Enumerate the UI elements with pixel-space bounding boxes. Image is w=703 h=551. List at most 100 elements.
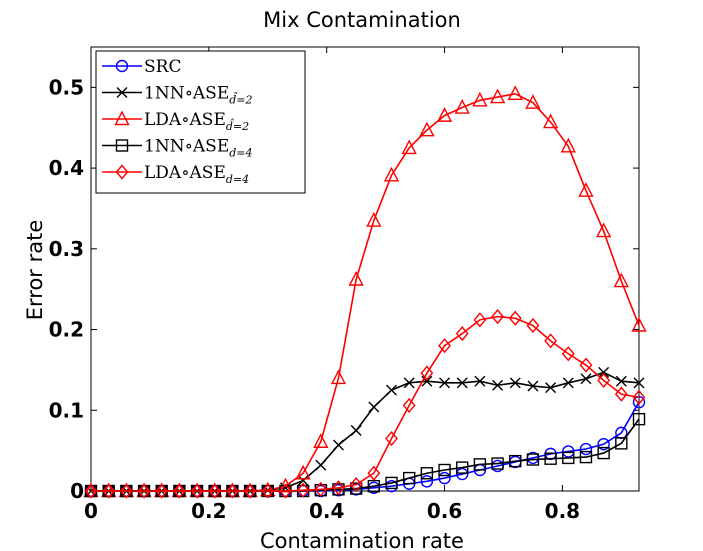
x-tick-label: 0 xyxy=(84,499,98,523)
x-axis-label: Contamination rate xyxy=(260,529,464,551)
data-point xyxy=(243,483,257,499)
data-point xyxy=(472,91,488,107)
data-point xyxy=(631,316,647,332)
data-point xyxy=(401,139,417,155)
data-point xyxy=(367,465,381,481)
data-point xyxy=(313,433,329,448)
data-point xyxy=(509,454,522,468)
legend-label: 1NN∘ASEd=4 xyxy=(144,137,253,160)
data-point xyxy=(403,377,415,389)
legend-item: 1NN∘ASEd=4 xyxy=(102,137,253,160)
data-point xyxy=(579,442,593,456)
data-point xyxy=(368,401,380,413)
data-point xyxy=(525,94,541,109)
data-point xyxy=(172,483,186,499)
legend: SRC 1NN∘ASEd̂=2 LDA∘ASEd̂=2 1NN∘ASEd=4 LDA∘A… xyxy=(95,50,306,194)
data-point xyxy=(383,166,400,182)
data-point xyxy=(366,212,382,227)
data-point xyxy=(420,467,434,480)
data-point xyxy=(349,476,363,493)
data-point xyxy=(102,483,116,499)
data-point xyxy=(420,475,434,488)
data-point xyxy=(436,107,453,122)
data-point xyxy=(155,483,169,499)
x-tick-label: 0.4 xyxy=(309,499,344,523)
data-point xyxy=(261,483,275,499)
data-point xyxy=(595,222,612,238)
data-point xyxy=(190,483,204,499)
data-point xyxy=(119,483,133,499)
data-point xyxy=(438,338,451,354)
data-point xyxy=(542,113,559,129)
series-group xyxy=(83,85,647,499)
data-point xyxy=(438,471,451,485)
data-point xyxy=(279,483,292,499)
data-point xyxy=(315,459,327,471)
data-point xyxy=(507,85,523,101)
chart-title: Mix Contamination xyxy=(263,8,461,32)
data-point xyxy=(597,446,610,460)
series-4 xyxy=(84,309,646,499)
data-point xyxy=(473,458,487,471)
data-point xyxy=(226,483,239,499)
data-point xyxy=(491,457,504,470)
data-point xyxy=(330,369,347,385)
data-point xyxy=(545,382,557,394)
data-point xyxy=(260,481,276,497)
data-point xyxy=(562,377,574,389)
data-point xyxy=(456,461,469,474)
data-point xyxy=(632,389,646,405)
legend-marker xyxy=(115,139,129,152)
data-point xyxy=(597,437,610,451)
data-point xyxy=(632,412,646,426)
data-point xyxy=(579,450,593,464)
legend-item: 1NN∘ASEd̂=2 xyxy=(102,84,253,107)
data-point xyxy=(561,346,575,362)
data-point xyxy=(613,272,629,288)
data-point xyxy=(455,325,469,342)
data-point xyxy=(560,137,576,153)
axis-ticks: 0 0.2 0.4 0.6 0.8 0 0.1 0.2 0.3 0.4 0.5 xyxy=(49,47,639,523)
data-point xyxy=(385,430,398,447)
data-point xyxy=(349,482,363,495)
legend-item: LDA∘ASEd̂=2 xyxy=(102,110,249,133)
data-point xyxy=(438,463,451,477)
legend-label: LDA∘ASEd̂=2 xyxy=(144,110,249,133)
data-point xyxy=(578,182,594,197)
legend-label: LDA∘ASEd=4 xyxy=(144,163,249,186)
y-tick-label: 0.3 xyxy=(49,237,84,261)
data-point xyxy=(489,88,506,104)
legend-box xyxy=(95,50,306,194)
legend-marker xyxy=(115,59,129,73)
data-point xyxy=(473,312,487,328)
data-point xyxy=(402,397,416,414)
data-point xyxy=(456,467,469,481)
data-point xyxy=(615,437,628,450)
data-point xyxy=(314,481,328,497)
data-point xyxy=(332,439,344,451)
data-point xyxy=(491,309,504,325)
legend-marker xyxy=(115,164,129,180)
data-point xyxy=(633,377,645,389)
data-point xyxy=(420,365,434,381)
data-point xyxy=(456,377,468,389)
data-point xyxy=(562,445,575,458)
y-tick-label: 0.5 xyxy=(49,75,84,99)
y-tick-label: 0.2 xyxy=(49,318,84,342)
legend-item: LDA∘ASEd=4 xyxy=(102,163,249,186)
data-point xyxy=(386,384,398,396)
data-point xyxy=(509,377,521,389)
legend-label: SRC xyxy=(144,57,181,77)
data-point xyxy=(297,475,309,486)
data-point xyxy=(385,476,398,490)
y-axis-label: Error rate xyxy=(23,220,47,321)
data-point xyxy=(296,482,310,498)
data-point xyxy=(474,375,486,387)
legend-marker xyxy=(114,110,130,126)
data-point xyxy=(526,317,540,334)
legend-marker xyxy=(116,87,128,98)
y-tick-label: 0.1 xyxy=(49,398,84,422)
data-point xyxy=(348,270,364,286)
data-point xyxy=(419,121,435,137)
